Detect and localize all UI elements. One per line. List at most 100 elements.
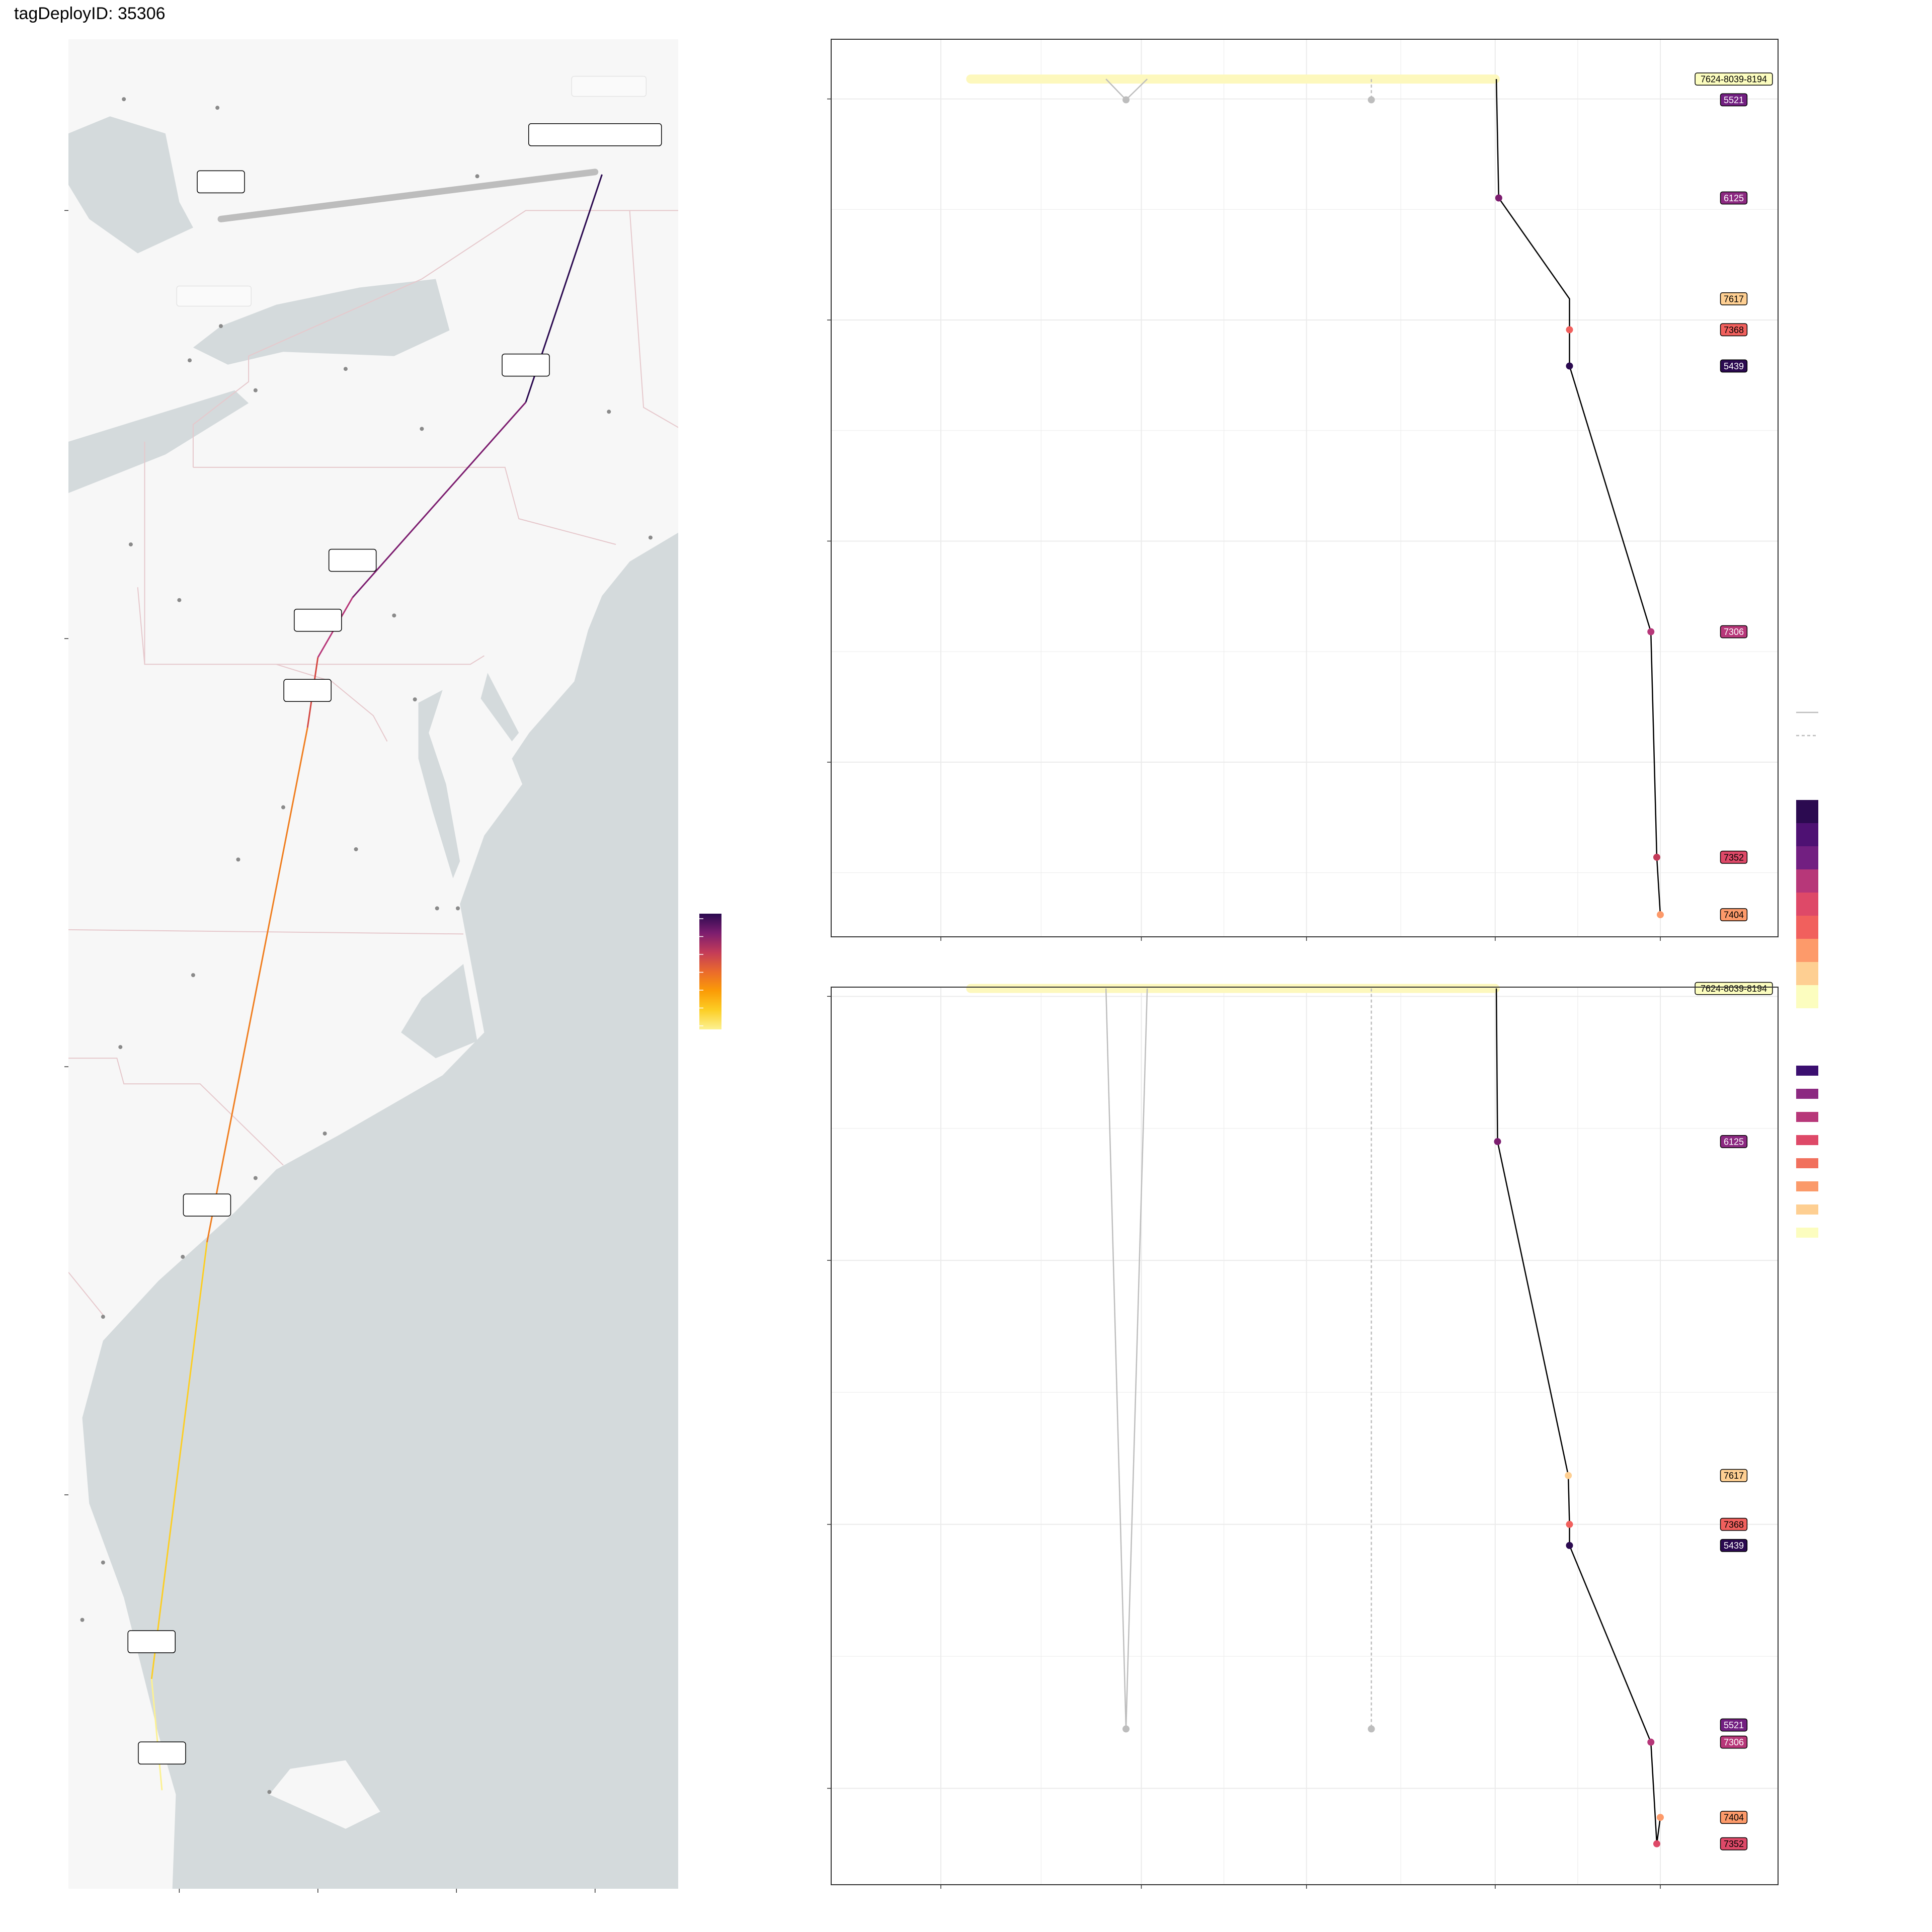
station-tag-label-box [1720,1135,1748,1148]
station-tag-label-box [1720,191,1748,205]
detection-point-2-4 [1566,1520,1573,1528]
map-station-box-2 [502,353,550,377]
station-tag-label: 7617 [1724,1471,1744,1481]
map-place-dot-3 [475,174,479,179]
stn-group-key-2 [1796,846,1818,869]
stn-group-line-key-7 [1796,1228,1818,1238]
station-tag-label: 7617 [1724,294,1744,304]
stn-group-line-key-2 [1796,1112,1818,1122]
map-track-segment-6 [150,1678,163,1791]
map-station-box-3 [328,548,377,572]
map-place-dot-12 [392,613,396,618]
map-station-box-4 [294,608,342,632]
map-waterbody-3 [418,690,460,878]
map-place-dot-21 [118,1045,123,1050]
map-panel [64,39,721,1893]
map-place-dot-28 [267,1790,272,1794]
map-place-dot-1 [215,106,220,110]
stn-group-key-0 [1796,800,1818,823]
map-waterbody-0 [68,116,193,254]
station-tag-label: 7404 [1724,910,1744,920]
station-tag-label-box [1720,850,1748,864]
detection-point-2-5 [1566,1542,1573,1549]
stn-group-line-key-5 [1796,1181,1818,1191]
map-place-dot-5 [188,358,192,363]
detection-point-2-1 [1367,1725,1375,1733]
map-land [68,39,678,1889]
panel-bg-1 [831,39,1778,937]
detection-point-2-3 [1565,1472,1572,1479]
station-tag-label-box [1720,1718,1748,1732]
station-tag-label-box [1720,1811,1748,1824]
map-place-dot-25 [101,1315,105,1319]
map-place-dot-10 [128,542,133,547]
panel-border-1 [831,39,1779,937]
stn-group-line-key-0 [1796,1066,1818,1076]
mid-date-colorbar [699,914,721,1029]
map-border-2 [193,466,616,545]
map-place-dot-17 [354,847,358,851]
detection-point-2-0 [1122,1725,1130,1733]
map-waterbody-5 [401,964,477,1059]
panel-border-2 [831,987,1779,1885]
station-tag-label: 7306 [1724,627,1744,637]
station-tag-label-box [1695,72,1773,86]
station-tag-label: 6125 [1724,193,1744,203]
stn-group-key-1 [1796,823,1818,846]
map-station-box-0 [528,123,662,146]
movement-track-1 [1495,79,1661,915]
station-tag-label: 7624-8039-8194 [1701,74,1767,85]
map-border-6 [68,929,464,935]
map-track-segment-4 [206,728,308,1243]
map-grey-track [217,169,599,222]
map-place-dot-15 [281,805,285,810]
detection-point-1-5 [1647,628,1655,635]
detection-point-2-6 [1647,1738,1655,1746]
panel-bg-2 [831,987,1778,1885]
map-place-dot-2 [690,102,694,106]
map-place-dot-22 [323,1131,327,1136]
station-tag-label-box [1720,1837,1748,1850]
map-border-3 [629,210,678,428]
detection-point-1-0 [1122,96,1130,104]
map-place-dot-14 [413,697,417,702]
legends [1796,711,1818,1238]
station-tag-label-box [1720,292,1748,305]
station-tag-label-box [1720,323,1748,337]
station-tag-label-box [1720,1517,1748,1531]
page-title: tagDeployID: 35306 [14,4,166,23]
map-place-dot-4 [219,324,223,329]
map-basemap [68,39,694,1889]
station-tag-label: 7404 [1724,1813,1744,1823]
detection-point-1-4 [1566,362,1573,370]
stn-group-key-6 [1796,939,1818,962]
map-border-4 [137,587,145,665]
stn-group-key-4 [1796,893,1818,916]
map-station-box-1 [197,170,245,194]
map-place-dot-9 [607,410,611,414]
station-tag-label-box [1720,1735,1748,1749]
stn-group-line-key-6 [1796,1204,1818,1215]
map-waterbody-4 [480,673,519,742]
too-fast-box-1 [176,285,252,307]
mid-date-legend [699,914,721,1029]
map-border-0 [192,210,678,467]
map-place-dot-19 [456,906,460,911]
map-station-box-7 [127,1630,176,1653]
lat-time-panel: 7624-8039-8194 5521 6125 7617 7368 5439 7306 73… [827,39,1779,941]
station-tag-label: 7368 [1724,1519,1744,1530]
stn-group-key-7 [1796,962,1818,985]
map-station-box-5 [283,679,332,702]
detection-point-1-1 [1367,96,1375,104]
stn-group-line-key-3 [1796,1135,1818,1145]
station-tag-label: 7624-8039-8194 [1701,984,1767,994]
station-tag-label: 7368 [1724,325,1744,335]
detection-point-1-6 [1653,853,1660,861]
map-place-dot-7 [343,367,348,371]
map-place-dot-0 [122,97,126,102]
map-waterbody-1 [193,279,450,365]
station-tag-label: 7352 [1724,1839,1744,1849]
detection-point-2-7 [1653,1840,1660,1847]
station-tag-label-box [1720,359,1748,373]
